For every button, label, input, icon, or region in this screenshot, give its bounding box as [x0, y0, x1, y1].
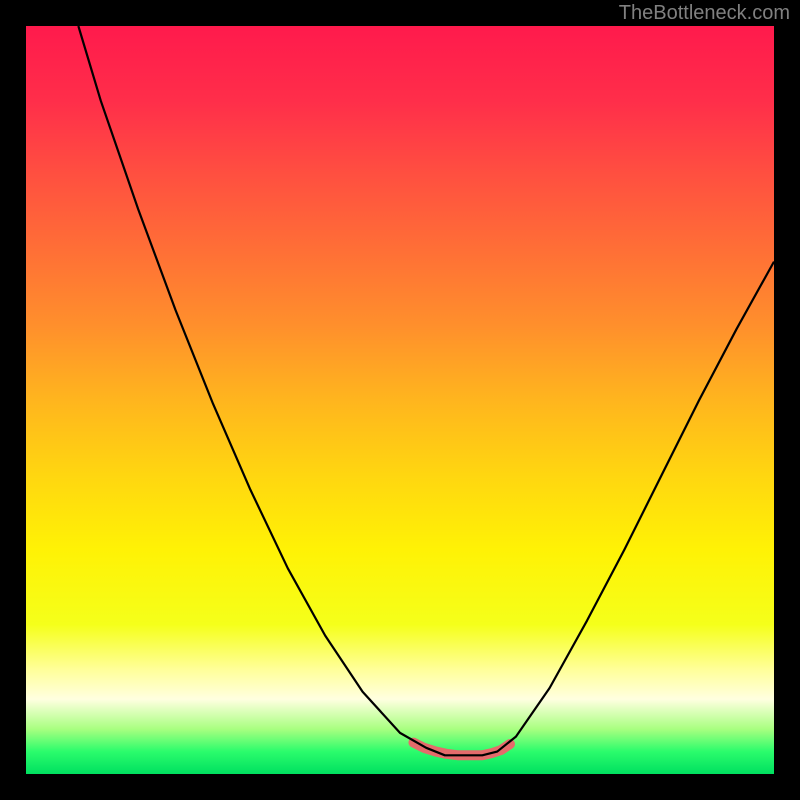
watermark-text: TheBottleneck.com	[619, 2, 790, 25]
bottleneck-curve	[26, 26, 774, 774]
curve-main-line	[78, 26, 774, 755]
plot-area	[26, 26, 774, 774]
